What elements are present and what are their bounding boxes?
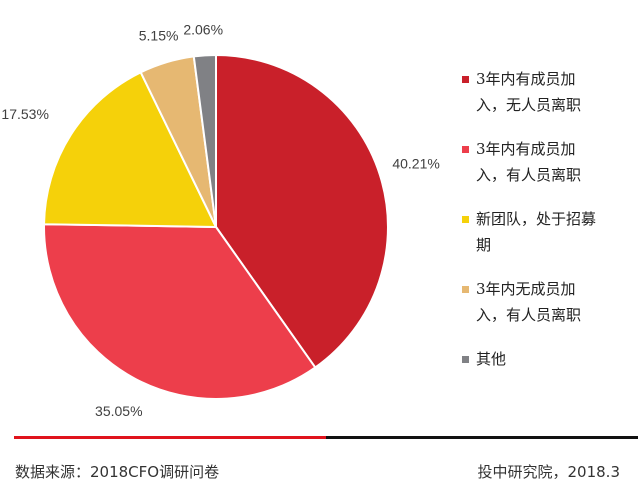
pie-data-label-0: 40.21%: [392, 155, 439, 171]
legend-label-2-line1: 新团队，处于招募: [476, 210, 597, 228]
legend-label-0-line2: 入，无人员离职: [476, 96, 582, 114]
legend-swatch-3: [462, 286, 469, 293]
legend-item-0: 3年内有成员加 入，无人员离职: [462, 66, 632, 118]
pie-slice-2: [43, 71, 218, 229]
legend-label-1-line2: 入，有人员离职: [476, 166, 582, 184]
footer-rule-black: [326, 436, 638, 439]
pie-data-label-1: 35.05%: [95, 403, 142, 419]
pie-data-label-2: 17.53%: [1, 106, 48, 122]
legend-item-3: 3年内无成员加 入，有人员离职: [462, 276, 632, 328]
pie-slice-1: [43, 223, 317, 400]
pie-data-label-3: 5.15%: [139, 27, 179, 43]
legend-swatch-4: [462, 356, 469, 363]
publisher-text: 投中研究院，2018.3: [477, 463, 621, 481]
legend-label-3-line1: 3年内无成员加: [476, 280, 576, 298]
legend-label-2-line2: 期: [476, 236, 492, 254]
legend-label-4-line1: 其他: [476, 350, 507, 368]
legend-label-1-line1: 3年内有成员加: [476, 140, 576, 158]
legend-item-2: 新团队，处于招募 期: [462, 206, 632, 258]
legend-swatch-2: [462, 216, 469, 223]
chart-legend: 3年内有成员加 入，无人员离职 3年内有成员加 入，有人员离职 新团队，处于招募…: [462, 66, 632, 372]
pie-data-label-4: 2.06%: [183, 21, 223, 37]
legend-item-1: 3年内有成员加 入，有人员离职: [462, 136, 632, 188]
footer-rule-red: [14, 436, 326, 439]
legend-swatch-0: [462, 76, 469, 83]
legend-label-3-line2: 入，有人员离职: [476, 306, 582, 324]
legend-swatch-1: [462, 146, 469, 153]
pie-slice-4: [192, 53, 217, 228]
pie-slice-0: [215, 53, 389, 369]
legend-item-4: 其他: [462, 346, 632, 372]
legend-label-0-line1: 3年内有成员加: [476, 70, 576, 88]
data-source-text: 数据来源：2018CFO调研问卷: [15, 463, 220, 481]
